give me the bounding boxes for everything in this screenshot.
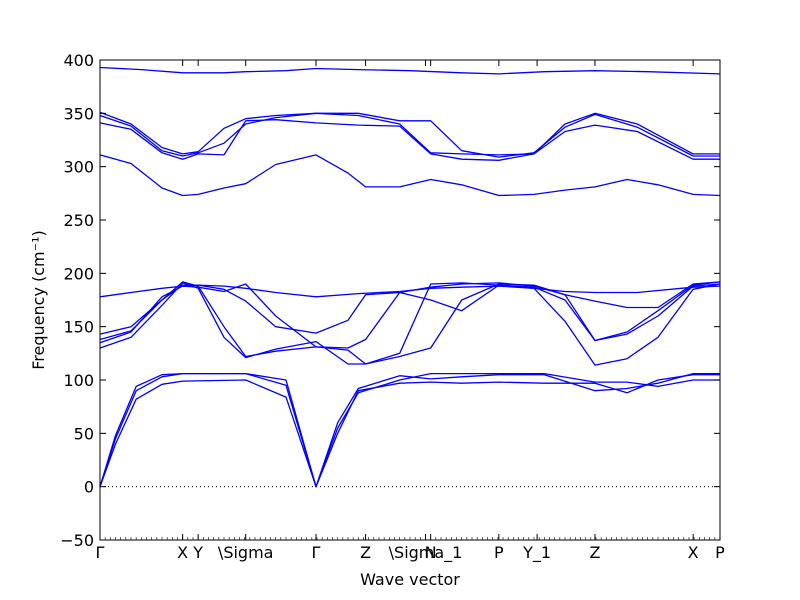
y-axis-ticks: −50 0 50 100 150 200 250 300 350 400 xyxy=(60,51,720,550)
x-axis-title: Wave vector xyxy=(360,570,460,589)
y-tick-label: 50 xyxy=(74,424,94,443)
band-9-line xyxy=(99,281,721,358)
x-tick-label: X xyxy=(688,543,699,562)
band-8-line xyxy=(99,282,721,366)
band-10-line xyxy=(99,283,721,365)
y-tick-label: 350 xyxy=(63,104,94,123)
x-tick-label: N xyxy=(425,543,437,562)
series-layer xyxy=(99,66,721,488)
band-3-line xyxy=(99,119,720,161)
x-tick-label: Z xyxy=(589,543,600,562)
y-axis-title: Frequency (cm⁻¹) xyxy=(29,230,48,369)
plot-frame xyxy=(99,59,721,541)
y-tick-label: 200 xyxy=(63,264,94,283)
x-tick-label: Γ xyxy=(312,543,321,562)
y-tick-label: −50 xyxy=(60,531,94,550)
band-5-line xyxy=(99,154,721,197)
y-tick-label: 300 xyxy=(63,158,94,177)
band-11-line xyxy=(99,372,720,488)
band-13-line xyxy=(99,372,720,488)
y-tick-label: 100 xyxy=(63,371,94,390)
y-tick-label: 150 xyxy=(63,318,94,337)
x-tick-label: Y xyxy=(192,543,203,562)
x-tick-label: Γ xyxy=(96,543,105,562)
x-tick-label: \Sigma xyxy=(218,543,274,562)
x-tick-label: P xyxy=(715,543,725,562)
x-tick-label: X xyxy=(177,543,188,562)
band-7-line xyxy=(99,281,721,335)
x-tick-label: P xyxy=(494,543,504,562)
y-tick-label: 250 xyxy=(63,211,94,230)
band-12-line xyxy=(99,374,720,488)
band-4-line xyxy=(99,112,720,158)
y-tick-label: 400 xyxy=(63,51,94,70)
y-tick-label: 0 xyxy=(84,478,94,497)
band-2-line xyxy=(99,111,720,156)
x-tick-label: Z xyxy=(360,543,371,562)
x-tick-label: \Sigma_1 xyxy=(389,543,463,563)
band-1-line xyxy=(99,66,721,75)
x-tick-label: Y_1 xyxy=(522,543,551,563)
